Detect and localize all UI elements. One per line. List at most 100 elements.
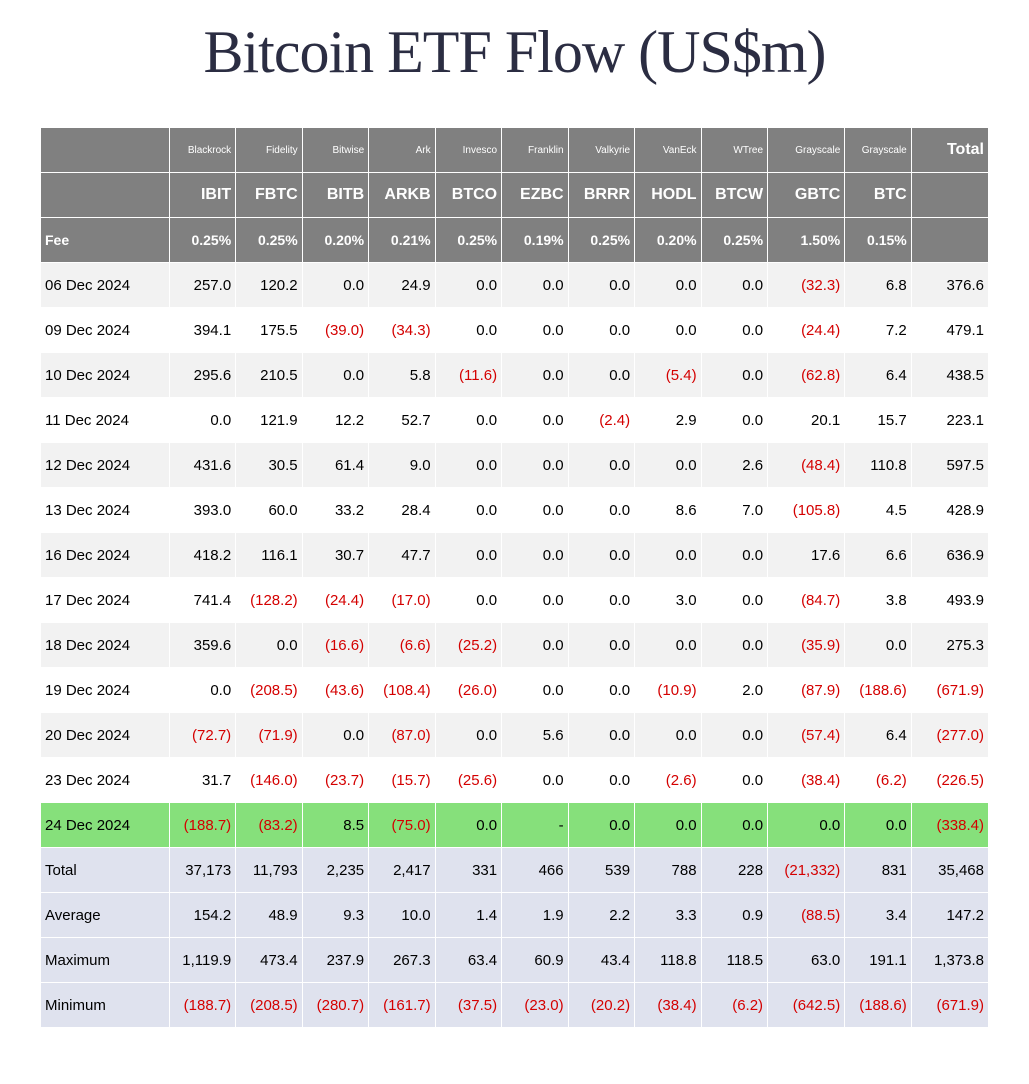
data-cell: 47.7 (369, 533, 435, 578)
etf-flow-table-wrap: BlackrockFidelityBitwiseArkInvescoFrankl… (40, 127, 989, 1028)
data-cell: (32.3) (768, 263, 845, 308)
data-cell: 418.2 (169, 533, 235, 578)
table-row: 11 Dec 20240.0121.912.252.70.00.0(2.4)2.… (41, 398, 989, 443)
data-cell: 43.4 (568, 938, 634, 983)
table-row: 23 Dec 202431.7(146.0)(23.7)(15.7)(25.6)… (41, 758, 989, 803)
data-cell: 121.9 (236, 398, 302, 443)
data-cell: 2.2 (568, 893, 634, 938)
data-cell: (188.6) (845, 983, 911, 1028)
data-cell: 0.0 (435, 398, 501, 443)
data-cell: (338.4) (911, 803, 988, 848)
data-cell: 0.0 (635, 623, 701, 668)
data-cell: (10.9) (635, 668, 701, 713)
table-row: 10 Dec 2024295.6210.50.05.8(11.6)0.00.0(… (41, 353, 989, 398)
data-cell: 0.0 (502, 263, 568, 308)
data-cell: 267.3 (369, 938, 435, 983)
fee-BITB: 0.20% (302, 218, 368, 263)
data-cell: 30.7 (302, 533, 368, 578)
data-cell: (208.5) (236, 668, 302, 713)
data-cell: 1,119.9 (169, 938, 235, 983)
data-cell: 118.5 (701, 938, 767, 983)
data-cell: 0.0 (302, 353, 368, 398)
data-cell: (188.6) (845, 668, 911, 713)
fee-BTC: 0.15% (845, 218, 911, 263)
data-cell: (105.8) (768, 488, 845, 533)
summary-row: Average154.248.99.310.01.41.92.23.30.9(8… (41, 893, 989, 938)
data-cell: 191.1 (845, 938, 911, 983)
data-cell: (277.0) (911, 713, 988, 758)
data-cell: 28.4 (369, 488, 435, 533)
data-cell: 0.0 (568, 578, 634, 623)
ticker-BTC: BTC (845, 173, 911, 218)
data-cell: 741.4 (169, 578, 235, 623)
data-cell: 33.2 (302, 488, 368, 533)
data-cell: (23.0) (502, 983, 568, 1028)
data-cell: 636.9 (911, 533, 988, 578)
summary-row: Maximum1,119.9473.4237.9267.363.460.943.… (41, 938, 989, 983)
table-row: 18 Dec 2024359.60.0(16.6)(6.6)(25.2)0.00… (41, 623, 989, 668)
data-cell: 118.8 (635, 938, 701, 983)
data-cell: 0.0 (435, 803, 501, 848)
data-cell: (671.9) (911, 668, 988, 713)
data-cell: 237.9 (302, 938, 368, 983)
data-cell: 20.1 (768, 398, 845, 443)
data-cell: 393.0 (169, 488, 235, 533)
ticker-HODL: HODL (635, 173, 701, 218)
data-cell: (75.0) (369, 803, 435, 848)
issuer-BTC: Grayscale (845, 128, 911, 173)
data-cell: 2.9 (635, 398, 701, 443)
table-row: 20 Dec 2024(72.7)(71.9)0.0(87.0)0.05.60.… (41, 713, 989, 758)
data-cell: 6.6 (845, 533, 911, 578)
data-cell: 9.0 (369, 443, 435, 488)
data-cell: 376.6 (911, 263, 988, 308)
data-cell: 30.5 (236, 443, 302, 488)
header-blank (41, 173, 170, 218)
data-cell: 52.7 (369, 398, 435, 443)
data-cell: 0.0 (701, 758, 767, 803)
data-cell: 10.0 (369, 893, 435, 938)
data-cell: (146.0) (236, 758, 302, 803)
data-cell: 7.2 (845, 308, 911, 353)
data-cell: 116.1 (236, 533, 302, 578)
data-cell: 228 (701, 848, 767, 893)
data-cell: 0.0 (701, 623, 767, 668)
row-label: Minimum (41, 983, 170, 1028)
data-cell: 0.0 (701, 263, 767, 308)
data-cell: (25.6) (435, 758, 501, 803)
data-cell: 479.1 (911, 308, 988, 353)
data-cell: 788 (635, 848, 701, 893)
data-cell: 359.6 (169, 623, 235, 668)
data-cell: 1,373.8 (911, 938, 988, 983)
table-row: 17 Dec 2024741.4(128.2)(24.4)(17.0)0.00.… (41, 578, 989, 623)
data-cell: 2.0 (701, 668, 767, 713)
ticker-FBTC: FBTC (236, 173, 302, 218)
data-cell: 0.0 (635, 263, 701, 308)
data-cell: 0.0 (635, 803, 701, 848)
data-cell: 17.6 (768, 533, 845, 578)
issuer-EZBC: Franklin (502, 128, 568, 173)
data-cell: 473.4 (236, 938, 302, 983)
data-cell: (38.4) (768, 758, 845, 803)
data-cell: (128.2) (236, 578, 302, 623)
data-cell: 0.0 (568, 623, 634, 668)
data-cell: 0.9 (701, 893, 767, 938)
data-cell: (161.7) (369, 983, 435, 1028)
row-label: 16 Dec 2024 (41, 533, 170, 578)
data-cell: 154.2 (169, 893, 235, 938)
issuer-BTCW: WTree (701, 128, 767, 173)
issuer-FBTC: Fidelity (236, 128, 302, 173)
summary-row: Minimum(188.7)(208.5)(280.7)(161.7)(37.5… (41, 983, 989, 1028)
data-cell: (208.5) (236, 983, 302, 1028)
data-cell: 0.0 (302, 263, 368, 308)
data-cell: 0.0 (502, 668, 568, 713)
data-cell: 0.0 (435, 578, 501, 623)
fee-row-label: Fee (41, 218, 170, 263)
header-total: Total (911, 128, 988, 173)
data-cell: 120.2 (236, 263, 302, 308)
data-cell: 493.9 (911, 578, 988, 623)
data-cell: 5.8 (369, 353, 435, 398)
data-cell: 0.0 (568, 668, 634, 713)
data-cell: (37.5) (435, 983, 501, 1028)
data-cell: (23.7) (302, 758, 368, 803)
data-cell: 11,793 (236, 848, 302, 893)
